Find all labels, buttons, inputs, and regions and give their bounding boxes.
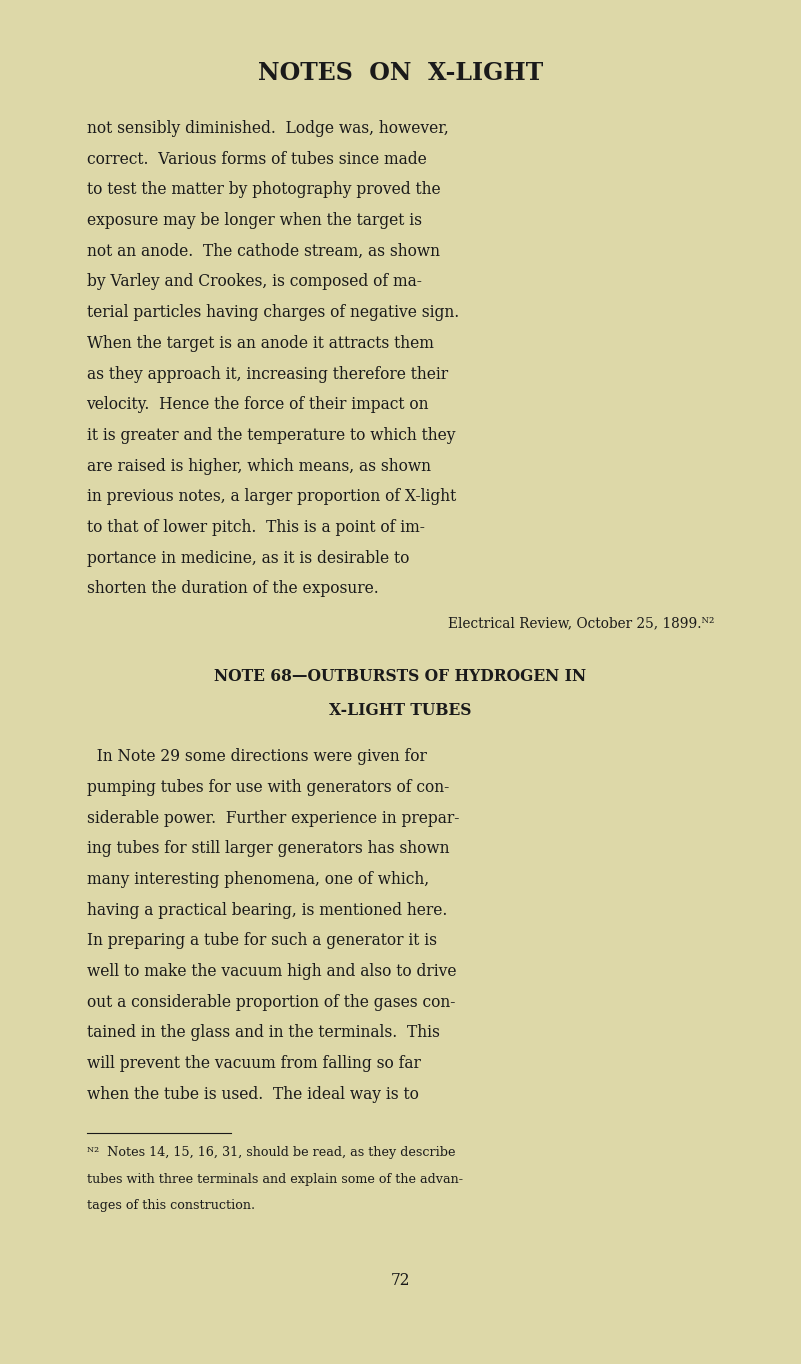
Text: terial particles having charges of negative sign.: terial particles having charges of negat… [87, 304, 459, 321]
Text: velocity.  Hence the force of their impact on: velocity. Hence the force of their impac… [87, 396, 429, 413]
Text: correct.  Various forms of tubes since made: correct. Various forms of tubes since ma… [87, 150, 426, 168]
Text: in previous notes, a larger proportion of X-light: in previous notes, a larger proportion o… [87, 488, 456, 505]
Text: X-LIGHT TUBES: X-LIGHT TUBES [329, 702, 472, 719]
Text: as they approach it, increasing therefore their: as they approach it, increasing therefor… [87, 366, 448, 382]
Text: well to make the vacuum high and also to drive: well to make the vacuum high and also to… [87, 963, 456, 979]
Text: When the target is an anode it attracts them: When the target is an anode it attracts … [87, 334, 433, 352]
Text: many interesting phenomena, one of which,: many interesting phenomena, one of which… [87, 870, 429, 888]
Text: not an anode.  The cathode stream, as shown: not an anode. The cathode stream, as sho… [87, 243, 440, 259]
Text: 72: 72 [391, 1273, 410, 1289]
Text: siderable power.  Further experience in prepar-: siderable power. Further experience in p… [87, 809, 459, 827]
Text: out a considerable proportion of the gases con-: out a considerable proportion of the gas… [87, 993, 455, 1011]
Text: NOTE 68—OUTBURSTS OF HYDROGEN IN: NOTE 68—OUTBURSTS OF HYDROGEN IN [215, 668, 586, 685]
Text: are raised is higher, which means, as shown: are raised is higher, which means, as sh… [87, 457, 430, 475]
Text: Electrical Review, October 25, 1899.ᴺ²: Electrical Review, October 25, 1899.ᴺ² [448, 617, 714, 630]
Text: tubes with three terminals and explain some of the advan-: tubes with three terminals and explain s… [87, 1173, 462, 1185]
Text: ᴺ²  Notes 14, 15, 16, 31, should be read, as they describe: ᴺ² Notes 14, 15, 16, 31, should be read,… [87, 1146, 455, 1159]
Text: it is greater and the temperature to which they: it is greater and the temperature to whi… [87, 427, 455, 443]
Text: to that of lower pitch.  This is a point of im-: to that of lower pitch. This is a point … [87, 518, 425, 536]
Text: will prevent the vacuum from falling so far: will prevent the vacuum from falling so … [87, 1056, 421, 1072]
Text: by Varley and Crookes, is composed of ma-: by Varley and Crookes, is composed of ma… [87, 273, 421, 291]
Text: portance in medicine, as it is desirable to: portance in medicine, as it is desirable… [87, 550, 409, 566]
Text: NOTES  ON  X-LIGHT: NOTES ON X-LIGHT [258, 61, 543, 86]
Text: tages of this construction.: tages of this construction. [87, 1199, 255, 1211]
Text: having a practical bearing, is mentioned here.: having a practical bearing, is mentioned… [87, 902, 447, 918]
Text: when the tube is used.  The ideal way is to: when the tube is used. The ideal way is … [87, 1086, 418, 1102]
Text: exposure may be longer when the target is: exposure may be longer when the target i… [87, 211, 421, 229]
Text: pumping tubes for use with generators of con-: pumping tubes for use with generators of… [87, 779, 449, 795]
Text: to test the matter by photography proved the: to test the matter by photography proved… [87, 181, 440, 198]
Text: shorten the duration of the exposure.: shorten the duration of the exposure. [87, 581, 378, 597]
Text: In preparing a tube for such a generator it is: In preparing a tube for such a generator… [87, 933, 437, 949]
Text: tained in the glass and in the terminals.  This: tained in the glass and in the terminals… [87, 1024, 440, 1041]
Text: not sensibly diminished.  Lodge was, however,: not sensibly diminished. Lodge was, howe… [87, 120, 449, 136]
Text: In Note 29 some directions were given for: In Note 29 some directions were given fo… [87, 747, 426, 765]
Text: ing tubes for still larger generators has shown: ing tubes for still larger generators ha… [87, 840, 449, 857]
